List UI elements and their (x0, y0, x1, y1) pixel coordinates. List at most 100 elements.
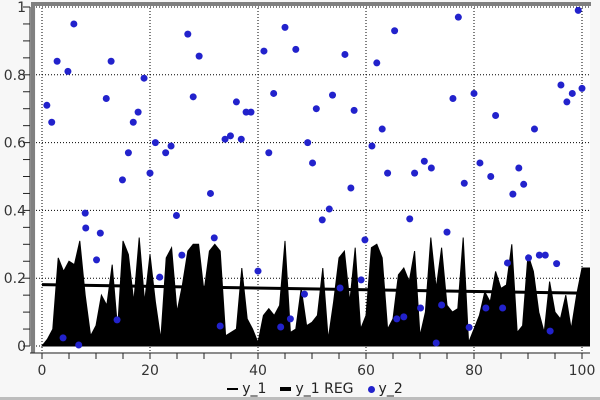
y2-scatter-point (406, 215, 414, 223)
y2-scatter-point (254, 267, 262, 275)
y2-scatter-point (221, 135, 229, 143)
y-tick-label: 0.8 (4, 68, 26, 84)
legend: y_1 y_1 REG y_2 (30, 380, 600, 398)
x-tick-label: 100 (569, 363, 596, 379)
y-tick-label: 0.6 (4, 136, 26, 152)
y2-scatter-point (465, 323, 473, 331)
y2-scatter-point (96, 229, 104, 237)
y2-scatter-point (325, 205, 333, 213)
x-tick-label: 40 (249, 363, 267, 379)
y2-scatter-point (129, 118, 137, 126)
legend-label-y2: y_2 (378, 381, 403, 397)
y1-regression-line (41, 283, 583, 295)
y2-scatter-point (210, 234, 218, 242)
legend-label-y1-reg: y_1 REG (295, 381, 354, 397)
y2-scatter-point (206, 189, 214, 197)
legend-label-y1: y_1 (242, 381, 267, 397)
y-tick-label: 0.4 (4, 203, 26, 219)
y2-scatter-point (167, 142, 175, 150)
y2-scatter-point (82, 224, 90, 232)
y2-scatter-point (59, 334, 67, 342)
y1-reg-line-swatch (280, 387, 292, 391)
y2-scatter-point (226, 132, 234, 140)
y2-scatter-point (140, 74, 148, 82)
y2-scatter-point (503, 259, 511, 267)
y2-scatter-point (427, 164, 435, 172)
y2-scatter-point (373, 59, 381, 67)
y2-scatter-point (509, 190, 517, 198)
y2-scatter-point (292, 45, 300, 53)
y2-scatter-point (391, 27, 399, 35)
y2-scatter-point (151, 139, 159, 147)
y2-scatter-point (515, 164, 523, 172)
y1-area-series (40, 237, 590, 347)
y2-scatter-point (48, 118, 56, 126)
y2-scatter-point (93, 256, 101, 264)
y2-dot-swatch (367, 385, 375, 393)
y2-scatter-point (281, 23, 289, 31)
y2-scatter-point (568, 89, 576, 97)
y2-scatter-point (525, 254, 533, 262)
y2-scatter-point (329, 91, 337, 99)
y2-scatter-point (336, 284, 344, 292)
y2-scatter-point (178, 251, 186, 259)
y2-scatter-point (134, 108, 142, 116)
y2-scatter-point (347, 184, 355, 192)
frame-top-bar (31, 2, 591, 6)
y2-scatter-point (378, 125, 386, 133)
y2-scatter-point (270, 89, 278, 97)
y2-scatter-point (420, 157, 428, 165)
y2-scatter-point (260, 47, 268, 55)
y-tick-label: 0 (17, 339, 26, 355)
y2-scatter-point (368, 142, 376, 150)
y2-scatter-point (432, 339, 440, 347)
y2-scatter-point (557, 81, 565, 89)
y2-scatter-point (216, 322, 224, 330)
y2-scatter-point (482, 304, 490, 312)
y2-scatter-point (195, 52, 203, 60)
y2-scatter-point (411, 169, 419, 177)
y2-scatter-point (438, 301, 446, 309)
y2-scatter-point (546, 327, 554, 335)
y2-scatter-point (574, 6, 582, 14)
x-tick-label: 60 (357, 363, 375, 379)
y2-scatter-point (357, 276, 365, 284)
y2-scatter-point (70, 20, 78, 28)
y1-line-swatch (227, 388, 239, 390)
frame-left-bar (31, 2, 35, 353)
y2-scatter-point (309, 159, 317, 167)
y2-scatter-point (43, 101, 51, 109)
legend-item-y1-reg: y_1 REG (280, 381, 354, 397)
y2-scatter-point (277, 323, 285, 331)
legend-item-y2: y_2 (367, 381, 403, 397)
y2-scatter-point (81, 209, 89, 217)
y2-scatter-point (64, 67, 72, 75)
y2-scatter-point (530, 125, 538, 133)
y2-scatter-point (449, 95, 457, 103)
y2-scatter-point (400, 313, 408, 321)
y2-scatter-point (247, 108, 255, 116)
y2-scatter-point (75, 341, 83, 349)
y2-scatter-point (118, 176, 126, 184)
y2-scatter-point (384, 169, 392, 177)
y2-scatter-point (300, 290, 308, 298)
y2-scatter-point (102, 95, 110, 103)
y2-scatter-point (535, 251, 543, 259)
y2-scatter-point (341, 50, 349, 58)
y2-scatter-point (242, 108, 250, 116)
y2-scatter-point (265, 149, 273, 157)
y2-scatter-point (460, 179, 468, 187)
legend-item-y1: y_1 (227, 381, 266, 397)
y2-scatter-point (350, 106, 358, 114)
x-tick-label: 80 (465, 363, 483, 379)
y2-scatter-point (417, 304, 425, 312)
y2-scatter-point (172, 211, 180, 219)
y2-scatter-point (454, 13, 462, 21)
x-tick-label: 0 (38, 363, 47, 379)
y2-scatter-point (318, 216, 326, 224)
y2-scatter-point (124, 149, 132, 157)
y2-scatter-point (541, 251, 549, 259)
y2-scatter-point (184, 30, 192, 38)
y2-scatter-point (232, 98, 240, 106)
bottom-border (0, 397, 600, 400)
